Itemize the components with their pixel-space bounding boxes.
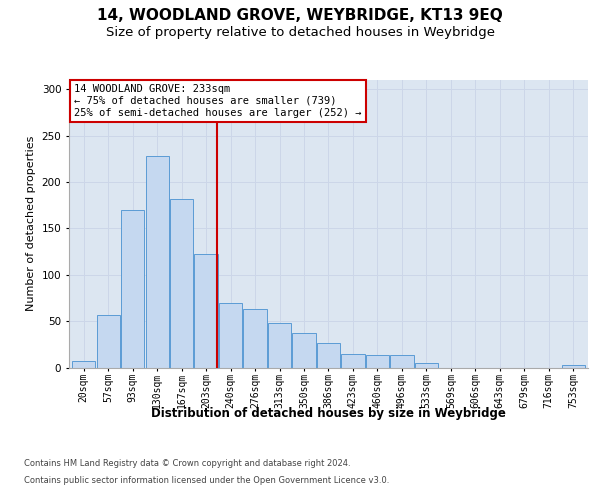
Text: Size of property relative to detached houses in Weybridge: Size of property relative to detached ho… xyxy=(106,26,494,39)
Bar xyxy=(72,361,95,368)
Bar xyxy=(97,314,120,368)
Bar xyxy=(317,344,340,367)
Bar xyxy=(366,356,389,368)
Bar xyxy=(170,198,193,368)
Text: 14, WOODLAND GROVE, WEYBRIDGE, KT13 9EQ: 14, WOODLAND GROVE, WEYBRIDGE, KT13 9EQ xyxy=(97,8,503,22)
Bar xyxy=(219,302,242,368)
Bar xyxy=(415,363,438,368)
Bar xyxy=(146,156,169,368)
Bar xyxy=(391,356,413,368)
Text: Contains public sector information licensed under the Open Government Licence v3: Contains public sector information licen… xyxy=(24,476,389,485)
Bar xyxy=(244,309,266,368)
Bar xyxy=(121,210,144,368)
Bar xyxy=(194,254,218,368)
Bar xyxy=(292,333,316,368)
Bar xyxy=(562,364,585,368)
Text: Contains HM Land Registry data © Crown copyright and database right 2024.: Contains HM Land Registry data © Crown c… xyxy=(24,458,350,468)
Text: 14 WOODLAND GROVE: 233sqm
← 75% of detached houses are smaller (739)
25% of semi: 14 WOODLAND GROVE: 233sqm ← 75% of detac… xyxy=(74,84,362,117)
Text: Distribution of detached houses by size in Weybridge: Distribution of detached houses by size … xyxy=(151,408,506,420)
Bar xyxy=(341,354,365,368)
Y-axis label: Number of detached properties: Number of detached properties xyxy=(26,136,36,312)
Bar xyxy=(268,323,291,368)
